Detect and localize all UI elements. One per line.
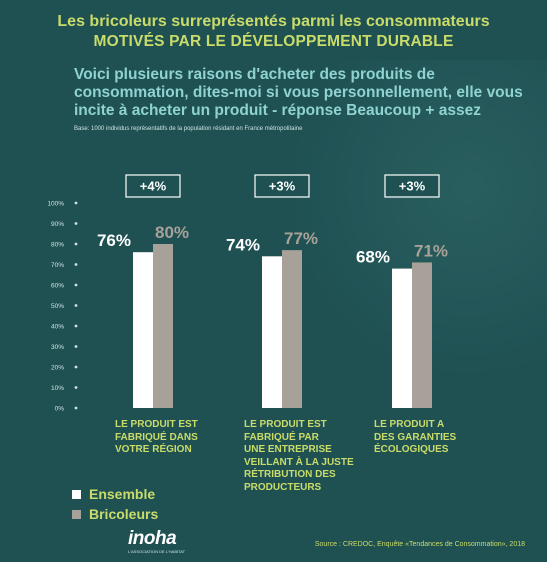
- category-label-line: ÉCOLOGIQUES: [374, 444, 449, 455]
- legend-label-bricoleurs: Bricoleurs: [89, 506, 159, 522]
- category-label-line: PRODUCTEURS: [244, 481, 322, 493]
- title-line-1: Les bricoleurs surreprésentés parmi les …: [57, 13, 490, 30]
- y-tick-label: 60%: [51, 283, 64, 290]
- category-label-line: LE PRODUIT A: [374, 419, 445, 430]
- inoha-logo: inoha: [128, 528, 177, 549]
- source-note: Source : CREDOC, Enquête «Tendances de C…: [314, 541, 525, 548]
- y-tick-label: 40%: [51, 324, 64, 331]
- data-label: 80%: [155, 223, 189, 242]
- legend-swatch-bricoleurs: [72, 509, 81, 519]
- y-tick-dot: [74, 406, 78, 410]
- category-label-line: VEILLANT À LA JUSTE: [244, 456, 354, 468]
- category-label-line: RÉTRIBUTION DES: [244, 469, 336, 480]
- y-tick-label: 90%: [51, 221, 64, 228]
- y-tick-dot: [74, 242, 78, 246]
- difference-box: [384, 174, 440, 198]
- category-label-line: LE PRODUIT EST: [115, 419, 198, 430]
- category-label-line: UNE ENTREPRISE: [244, 444, 332, 455]
- category-label: LE PRODUIT EST FABRIQUÉ DANS VOTRE RÉGION: [115, 419, 245, 457]
- y-tick-dot: [74, 345, 78, 348]
- question-text: Voici plusieurs raisons d'acheter des pr…: [74, 66, 523, 119]
- title-line-2: MOTIVÉS PAR LE DÉVELOPPEMENT DURABLE: [93, 33, 454, 50]
- category-label-line: VOTRE RÉGION: [115, 444, 192, 455]
- legend-label-ensemble: Ensemble: [89, 486, 156, 502]
- y-tick-dot: [74, 283, 78, 287]
- data-label: 76%: [97, 231, 131, 250]
- difference-label: +3%: [269, 179, 296, 194]
- legend-item-bricoleurs: Bricoleurs: [72, 504, 158, 524]
- y-tick-dot: [74, 386, 78, 389]
- y-tick-dot: [74, 222, 78, 225]
- category-label: LE PRODUIT A DES GARANTIES ÉCOLOGIQUES: [374, 419, 504, 457]
- legend: Ensemble Bricoleurs: [72, 484, 158, 524]
- bar-bricoleurs-1: [282, 250, 302, 408]
- bar-bricoleurs-2: [412, 262, 432, 408]
- y-tick-label: 20%: [51, 365, 64, 372]
- y-tick-label: 100%: [47, 201, 64, 208]
- difference-box: [254, 174, 310, 198]
- base-note: Base: 1000 individus représentatifs de l…: [74, 126, 303, 132]
- y-tick-label: 10%: [51, 385, 64, 392]
- bar-ensemble-0: [133, 252, 153, 408]
- bar-ensemble-2: [392, 268, 412, 408]
- data-label: 68%: [356, 248, 390, 267]
- data-label: 77%: [284, 229, 318, 248]
- y-tick-dot: [74, 365, 78, 369]
- category-label-line: FABRIQUÉ PAR: [244, 431, 319, 443]
- logo-tagline: L'ASSOCIATION DE L'HABITAT: [128, 549, 186, 554]
- y-tick-label: 80%: [51, 242, 64, 249]
- legend-item-ensemble: Ensemble: [72, 484, 158, 504]
- difference-box: [125, 174, 181, 198]
- y-tick-dot: [74, 201, 78, 205]
- y-tick-label: 70%: [51, 262, 64, 269]
- bar-bricoleurs-0: [153, 244, 173, 408]
- y-tick-dot: [74, 324, 78, 328]
- data-label: 71%: [414, 241, 448, 260]
- legend-swatch-ensemble: [72, 489, 81, 499]
- data-label: 74%: [226, 235, 260, 254]
- difference-label: +3%: [399, 179, 426, 194]
- category-label-line: DES GARANTIES: [374, 431, 457, 443]
- y-tick-label: 0%: [55, 406, 65, 413]
- y-tick-dot: [74, 263, 78, 266]
- category-label: LE PRODUIT EST FABRIQUÉ PAR UNE ENTREPRISE…: [244, 419, 374, 494]
- chart-title: Les bricoleurs surreprésentés parmi les …: [0, 12, 547, 52]
- bar-ensemble-1: [262, 256, 282, 408]
- category-label-line: LE PRODUIT EST: [244, 419, 327, 430]
- difference-label: +4%: [140, 179, 167, 194]
- y-tick-label: 30%: [51, 344, 64, 351]
- y-tick-label: 50%: [51, 303, 64, 310]
- category-label-line: FABRIQUÉ DANS: [115, 431, 198, 443]
- y-tick-dot: [74, 304, 78, 307]
